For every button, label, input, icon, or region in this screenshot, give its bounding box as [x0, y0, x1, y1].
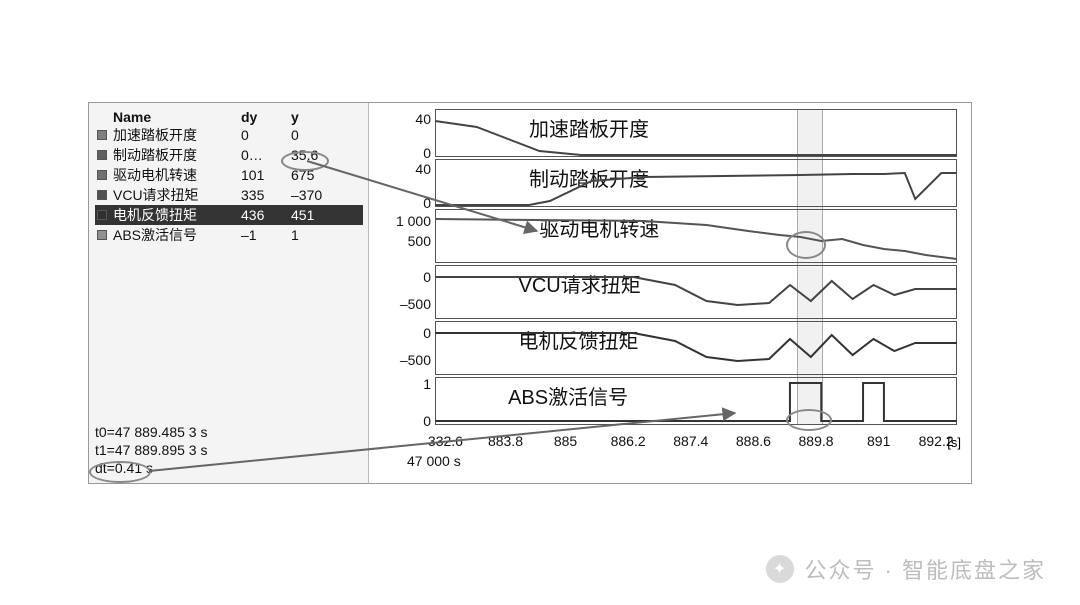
ytick-label: 0: [423, 413, 431, 429]
color-swatch: [97, 130, 107, 140]
subplot-motor_torque[interactable]: 0–500电机反馈扭矩: [435, 321, 957, 375]
header-y: y: [291, 109, 351, 125]
signal-y: 35.6: [291, 145, 351, 165]
signal-name: ABS激活信号: [113, 225, 241, 245]
cursor-timestamps: t0=47 889.485 3 s t1=47 889.895 3 s dt=0…: [95, 423, 208, 477]
ytick-label: 0: [423, 145, 431, 161]
signal-table: Name dy y 加速踏板开度00制动踏板开度0…35.6驱动电机转速1016…: [95, 109, 363, 245]
signal-row[interactable]: 电机反馈扭矩436451: [95, 205, 363, 225]
xtick-label: 886.2: [611, 433, 646, 449]
signal-name: 加速踏板开度: [113, 125, 241, 145]
header-name: Name: [113, 109, 241, 125]
subplot-motor_speed[interactable]: 1 000500驱动电机转速: [435, 209, 957, 263]
signal-table-header: Name dy y: [95, 109, 363, 125]
color-swatch: [97, 170, 107, 180]
subplot-brake[interactable]: 400制动踏板开度: [435, 159, 957, 207]
trace-motor_speed: [435, 209, 957, 263]
ytick-label: 1 000: [396, 213, 431, 229]
ytick-label: –500: [400, 296, 431, 312]
ytick-label: 500: [408, 233, 431, 249]
signal-name: 制动踏板开度: [113, 145, 241, 165]
wechat-icon: ✦: [766, 555, 794, 583]
signal-y: 675: [291, 165, 351, 185]
trace-vcu_torque: [435, 265, 957, 319]
color-swatch: [97, 230, 107, 240]
subplot-abs[interactable]: 10ABS激活信号: [435, 377, 957, 425]
signal-row[interactable]: VCU请求扭矩335–370: [95, 185, 363, 205]
xtick-label: 332.6: [428, 433, 463, 449]
x-axis-offset: 47 000 s: [407, 453, 461, 469]
trace-abs: [435, 377, 957, 425]
watermark-text: 公众号 · 智能底盘之家: [804, 553, 1046, 585]
dt-label: dt=0.41 s: [95, 459, 153, 477]
signal-y: 0: [291, 125, 351, 145]
ytick-label: –500: [400, 352, 431, 368]
ytick-label: 0: [423, 269, 431, 285]
signal-row[interactable]: 加速踏板开度00: [95, 125, 363, 145]
scope-window: Name dy y 加速踏板开度00制动踏板开度0…35.6驱动电机转速1016…: [88, 102, 972, 484]
color-swatch: [97, 210, 107, 220]
signal-row[interactable]: 制动踏板开度0…35.6: [95, 145, 363, 165]
trace-brake: [435, 159, 957, 207]
subplot-vcu_torque[interactable]: 0–500VCU请求扭矩: [435, 265, 957, 319]
x-axis: 332.6883.8885886.2887.4888.6889.8891892.…: [435, 433, 957, 475]
signal-list-panel: Name dy y 加速踏板开度00制动踏板开度0…35.6驱动电机转速1016…: [89, 103, 369, 483]
ytick-label: 40: [415, 111, 431, 127]
signal-dy: 0…: [241, 145, 291, 165]
signal-dy: 0: [241, 125, 291, 145]
signal-row[interactable]: ABS激活信号–11: [95, 225, 363, 245]
trace-accel: [435, 109, 957, 157]
signal-name: 驱动电机转速: [113, 165, 241, 185]
xtick-label: 891: [867, 433, 890, 449]
signal-dy: 335: [241, 185, 291, 205]
signal-dy: 436: [241, 205, 291, 225]
signal-y: 1: [291, 225, 351, 245]
signal-dy: –1: [241, 225, 291, 245]
signal-y: –370: [291, 185, 351, 205]
xtick-label: 883.8: [488, 433, 523, 449]
xtick-label: 887.4: [673, 433, 708, 449]
ytick-label: 40: [415, 161, 431, 177]
header-dy: dy: [241, 109, 291, 125]
signal-dy: 101: [241, 165, 291, 185]
color-swatch: [97, 190, 107, 200]
t0-label: t0=47 889.485 3 s: [95, 423, 208, 441]
xtick-label: 889.8: [799, 433, 834, 449]
t1-label: t1=47 889.895 3 s: [95, 441, 208, 459]
plot-area[interactable]: 400加速踏板开度400制动踏板开度1 000500驱动电机转速0–500VCU…: [369, 103, 971, 483]
color-swatch: [97, 150, 107, 160]
ytick-label: 0: [423, 195, 431, 211]
ytick-label: 1: [423, 376, 431, 392]
signal-name: VCU请求扭矩: [113, 185, 241, 205]
signal-y: 451: [291, 205, 351, 225]
trace-motor_torque: [435, 321, 957, 375]
x-axis-unit: [s]: [947, 435, 961, 450]
signal-row[interactable]: 驱动电机转速101675: [95, 165, 363, 185]
ytick-label: 0: [423, 325, 431, 341]
signal-name: 电机反馈扭矩: [113, 205, 241, 225]
watermark: ✦ 公众号 · 智能底盘之家: [766, 553, 1046, 585]
xtick-label: 885: [554, 433, 577, 449]
subplot-accel[interactable]: 400加速踏板开度: [435, 109, 957, 157]
xtick-label: 888.6: [736, 433, 771, 449]
